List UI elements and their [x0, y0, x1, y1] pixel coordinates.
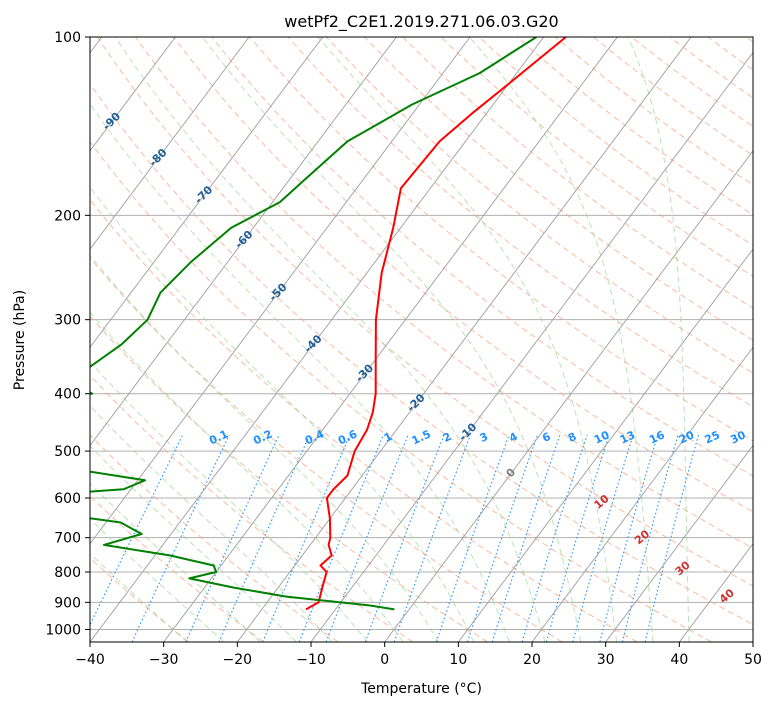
- moist-adiabat: [90, 445, 297, 642]
- x-tick-label: 30: [597, 652, 615, 668]
- mixing-ratio-line: [218, 434, 311, 642]
- y-tick-label: 300: [54, 313, 81, 329]
- y-axis-label: Pressure (hPa): [12, 290, 28, 390]
- mixing-ratio-label: 10: [592, 428, 612, 446]
- y-tick-label: 800: [54, 565, 81, 581]
- x-axis-label: Temperature (°C): [360, 681, 482, 697]
- dry-adiabat: [516, 37, 753, 216]
- dry-adiabat: [90, 315, 488, 642]
- moist-adiabat: [90, 405, 333, 642]
- dry-adiabat: [90, 374, 414, 642]
- y-tick-label: 400: [54, 387, 81, 403]
- isotherm-line: [163, 37, 618, 642]
- y-tick-label: 100: [54, 30, 81, 46]
- x-tick-label: 50: [744, 652, 762, 668]
- mixing-ratio-label: 20: [677, 428, 697, 446]
- x-axis-ticks: −40 −30 −20 −10 0 10 20 30 40 50: [75, 642, 762, 668]
- x-tick-label: 20: [523, 652, 541, 668]
- moist-adiabat: [317, 37, 618, 642]
- isotherm-line: [90, 37, 176, 152]
- moist-adiabat: [627, 37, 690, 642]
- moist-adiabat: [90, 102, 510, 642]
- dry-adiabat: [440, 37, 753, 278]
- moist-adiabat: [90, 518, 225, 642]
- dry-adiabat: [90, 495, 264, 642]
- isotherm-line: [90, 37, 397, 447]
- dry-adiabat: [364, 37, 753, 341]
- x-tick-label: −30: [149, 652, 179, 668]
- mixing-ratio-line: [325, 434, 409, 642]
- y-tick-label: 1000: [45, 622, 81, 638]
- dry-adiabat: [287, 37, 753, 408]
- isotherm-line: [90, 37, 324, 349]
- mixing-ratio-line: [572, 435, 634, 642]
- x-tick-label: 0: [380, 652, 389, 668]
- isotherm-line: [90, 37, 545, 642]
- mixing-ratio-line: [90, 434, 184, 627]
- x-tick-label: 40: [670, 652, 688, 668]
- moist-adiabat: [90, 311, 404, 642]
- mixing-ratio-line: [621, 435, 679, 642]
- dry-adiabat: [135, 37, 753, 550]
- plot-frame: [89, 36, 754, 643]
- dewpoint-profile-line: [90, 37, 537, 611]
- dry-adiabat: [325, 37, 753, 374]
- isotherm-line: [236, 37, 692, 642]
- mixing-ratio-label: 13: [618, 428, 637, 446]
- dry-adiabat: [90, 83, 753, 625]
- moist-adiabat: [469, 37, 654, 642]
- dry-adiabat: [249, 37, 753, 442]
- grid-lines: [90, 37, 753, 630]
- moist-adiabat: [90, 361, 369, 642]
- isotherm-line: [531, 346, 753, 642]
- mixing-ratio-label: 25: [703, 428, 722, 446]
- isotherm-line: [90, 37, 471, 545]
- dry-adiabat: [90, 141, 712, 642]
- profile-lines: [90, 37, 567, 611]
- mixing-ratio-label: 16: [647, 428, 667, 446]
- mixing-ratio-label: 30: [728, 428, 748, 446]
- y-tick-label: 900: [54, 595, 81, 611]
- x-tick-label: 10: [449, 652, 467, 668]
- dry-adiabat: [478, 37, 753, 246]
- chart-title: wetPf2_C2E1.2019.271.06.03.G20: [284, 12, 558, 32]
- x-tick-label: −10: [296, 652, 326, 668]
- isotherm-line: [384, 150, 753, 642]
- x-tick-label: −20: [223, 652, 253, 668]
- x-tick-label: −40: [75, 652, 105, 668]
- moist-adiabat: [90, 482, 261, 642]
- mixing-ratio-lines: [90, 434, 700, 642]
- mixing-ratio-line: [364, 435, 445, 642]
- y-tick-label: 600: [54, 491, 81, 507]
- dry-adiabat: [90, 198, 638, 642]
- moist-adiabat: [114, 37, 546, 642]
- dry-adiabat: [96, 37, 753, 587]
- dry-adiabat: [173, 37, 753, 513]
- skewed-isotherms: [90, 37, 753, 642]
- y-tick-label: 700: [54, 531, 81, 547]
- moist-adiabat: [202, 37, 582, 642]
- isotherm-line: [90, 37, 250, 250]
- plot-area: -100-90-80-70-60-50-40-30-20-100 0.10.20…: [90, 37, 753, 642]
- mixing-ratio-line: [262, 434, 351, 642]
- mixing-ratio-line: [435, 435, 510, 642]
- dry-adiabat: [90, 257, 563, 642]
- dry-adiabat-lines: [90, 37, 753, 642]
- moist-adiabat: [90, 186, 475, 642]
- dry-adiabat: [402, 37, 753, 309]
- isotherm-line: [457, 248, 753, 642]
- isotherm-line: [605, 444, 753, 642]
- temperature-profile-line: [305, 37, 567, 611]
- y-tick-label: 200: [54, 208, 81, 224]
- y-axis-ticks: 100 200 300 400 500 600 700 800 900 1000: [45, 30, 90, 638]
- isotherm-line: [310, 51, 753, 642]
- moist-adiabat: [90, 552, 188, 642]
- y-tick-label: 500: [54, 444, 81, 460]
- moist-adiabat-lines: [90, 37, 690, 642]
- mixing-ratio-line: [599, 435, 659, 642]
